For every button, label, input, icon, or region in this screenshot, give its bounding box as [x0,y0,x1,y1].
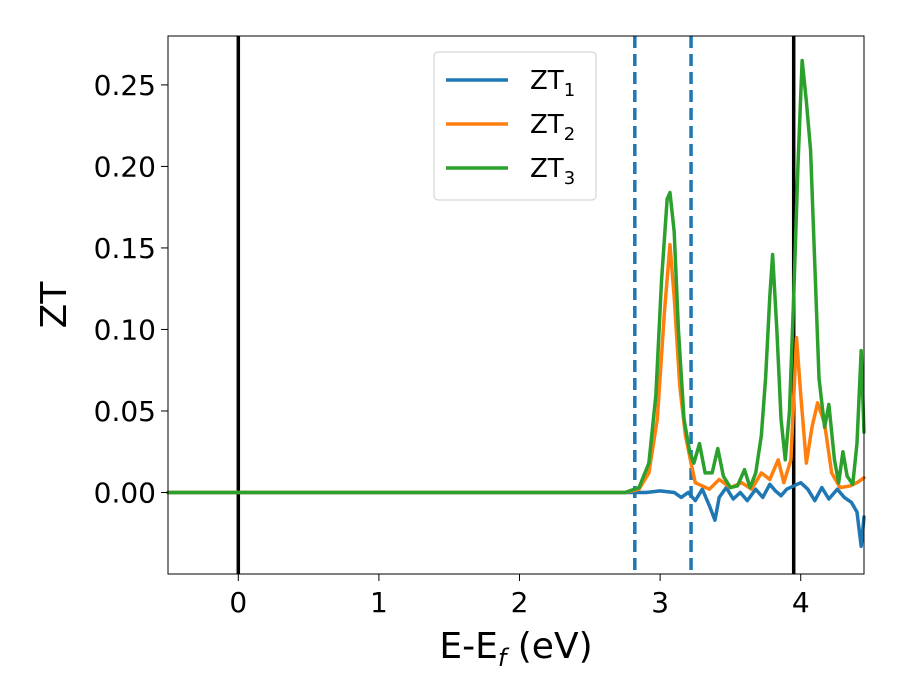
legend: ZT1 ZT2 ZT3 [433,51,597,201]
series-line-2 [166,242,866,495]
legend-box [433,51,597,201]
x-tick-label: 3 [651,586,669,619]
x-tick-label: 2 [511,586,529,619]
x-axis-ticks: 0 1 2 3 4 [229,574,810,619]
y-tick-label: 0.20 [94,150,156,183]
y-tick-label: 0.10 [94,313,156,346]
plot-frame [167,35,865,575]
legend-label-1: ZT1 [530,66,575,101]
y-tick-label: 0.05 [94,395,156,428]
y-axis-label: ZT [34,281,75,329]
series-line-3 [166,58,866,495]
series-line-1 [166,480,866,549]
y-axis-ticks: 0.00 0.05 0.10 0.15 0.20 0.25 [94,69,168,509]
y-tick-label: 0.25 [94,69,156,102]
x-tick-label: 1 [370,586,388,619]
legend-label-3: ZT3 [530,154,575,189]
x-axis-label-unit: (eV) [506,626,592,667]
x-tick-label: 4 [792,586,810,619]
y-tick-label: 0.00 [94,476,156,509]
y-tick-label: 0.15 [94,232,156,265]
series-lines [166,58,866,549]
legend-label-2: ZT2 [530,110,575,145]
x-tick-label: 0 [229,586,247,619]
x-axis-label: E-Ef (eV) [439,626,592,672]
